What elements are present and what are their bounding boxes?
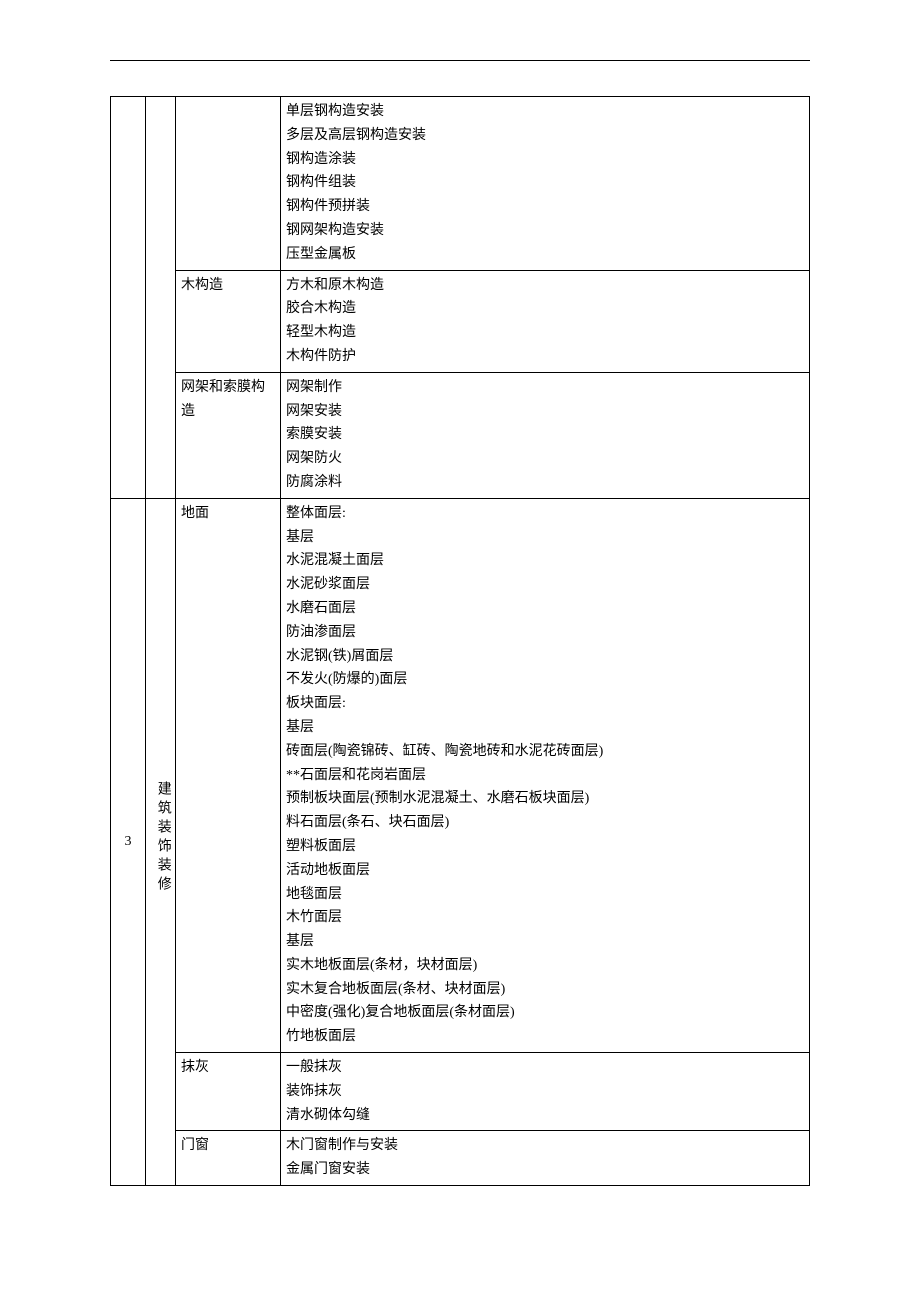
detail-line: 料石面层(条石、块石面层) [286,811,804,835]
section1-cat [146,97,176,499]
detail-line: 一般抹灰 [286,1056,804,1080]
table-row: 单层钢构造安装 多层及高层钢构造安装 钢构造涂装 钢构件组装 钢构件预拼装 钢网… [111,97,810,271]
detail-line: 竹地板面层 [286,1025,804,1049]
detail-line: 基层 [286,526,804,550]
top-rule [110,60,810,61]
detail-line: 实木地板面层(条材，块材面层) [286,954,804,978]
detail-line: 活动地板面层 [286,859,804,883]
table-body: 单层钢构造安装 多层及高层钢构造安装 钢构造涂装 钢构件组装 钢构件预拼装 钢网… [111,97,810,1186]
detail-line: 防腐涂料 [286,471,804,495]
detail-line: 水泥钢(铁)屑面层 [286,645,804,669]
detail-line: 多层及高层钢构造安装 [286,124,804,148]
detail-line: 钢网架构造安装 [286,219,804,243]
detail-line: 单层钢构造安装 [286,100,804,124]
table-row: 门窗 木门窗制作与安装 金属门窗安装 [111,1131,810,1186]
detail-line: 木构件防护 [286,345,804,369]
detail-line: 网架防火 [286,447,804,471]
detail-line: 板块面层: [286,692,804,716]
section2-group2-sub: 门窗 [176,1131,281,1186]
detail-line: 基层 [286,716,804,740]
table-row: 网架和索膜构造 网架制作 网架安装 索膜安装 网架防火 防腐涂料 [111,372,810,498]
detail-line: 水泥砂浆面层 [286,573,804,597]
detail-line: 木门窗制作与安装 [286,1134,804,1158]
detail-line: 钢构件组装 [286,171,804,195]
detail-line: 方木和原木构造 [286,274,804,298]
table-row: 3 建筑装饰装修 地面 整体面层: 基层 水泥混凝土面层 水泥砂浆面层 水磨石面… [111,498,810,1052]
detail-line: 塑料板面层 [286,835,804,859]
detail-line: 网架安装 [286,400,804,424]
section2-group1-sub: 抹灰 [176,1053,281,1131]
detail-line: 基层 [286,930,804,954]
detail-line: 网架制作 [286,376,804,400]
section1-group1-details: 方木和原木构造 胶合木构造 轻型木构造 木构件防护 [281,270,810,372]
section2-cat: 建筑装饰装修 [146,498,176,1185]
detail-line: 整体面层: [286,502,804,526]
section1-group0-sub [176,97,281,271]
detail-line: 轻型木构造 [286,321,804,345]
detail-line: 压型金属板 [286,243,804,267]
section2-group1-details: 一般抹灰 装饰抹灰 清水砌体勾缝 [281,1053,810,1131]
section2-group0-sub: 地面 [176,498,281,1052]
detail-line: 预制板块面层(预制水泥混凝土、水磨石板块面层) [286,787,804,811]
detail-line: 不发火(防爆的)面层 [286,668,804,692]
section2-group0-details: 整体面层: 基层 水泥混凝土面层 水泥砂浆面层 水磨石面层 防油渗面层 水泥钢(… [281,498,810,1052]
detail-line: 水磨石面层 [286,597,804,621]
section1-group2-sub: 网架和索膜构造 [176,372,281,498]
detail-line: 中密度(强化)复合地板面层(条材面层) [286,1001,804,1025]
detail-line: 水泥混凝土面层 [286,549,804,573]
section1-num [111,97,146,499]
section2-group2-details: 木门窗制作与安装 金属门窗安装 [281,1131,810,1186]
section2-num: 3 [111,498,146,1185]
section1-group1-sub: 木构造 [176,270,281,372]
page-container: 单层钢构造安装 多层及高层钢构造安装 钢构造涂装 钢构件组装 钢构件预拼装 钢网… [0,0,920,1286]
main-table: 单层钢构造安装 多层及高层钢构造安装 钢构造涂装 钢构件组装 钢构件预拼装 钢网… [110,96,810,1186]
section1-group0-details: 单层钢构造安装 多层及高层钢构造安装 钢构造涂装 钢构件组装 钢构件预拼装 钢网… [281,97,810,271]
table-row: 抹灰 一般抹灰 装饰抹灰 清水砌体勾缝 [111,1053,810,1131]
detail-line: 装饰抹灰 [286,1080,804,1104]
detail-line: 钢构造涂装 [286,148,804,172]
detail-line: 实木复合地板面层(条材、块材面层) [286,978,804,1002]
detail-line: 砖面层(陶瓷锦砖、缸砖、陶瓷地砖和水泥花砖面层) [286,740,804,764]
detail-line: 地毯面层 [286,883,804,907]
detail-line: 木竹面层 [286,906,804,930]
detail-line: 清水砌体勾缝 [286,1104,804,1128]
detail-line: **石面层和花岗岩面层 [286,764,804,788]
detail-line: 钢构件预拼装 [286,195,804,219]
detail-line: 索膜安装 [286,423,804,447]
table-row: 木构造 方木和原木构造 胶合木构造 轻型木构造 木构件防护 [111,270,810,372]
section1-group2-details: 网架制作 网架安装 索膜安装 网架防火 防腐涂料 [281,372,810,498]
detail-line: 胶合木构造 [286,297,804,321]
detail-line: 金属门窗安装 [286,1158,804,1182]
detail-line: 防油渗面层 [286,621,804,645]
